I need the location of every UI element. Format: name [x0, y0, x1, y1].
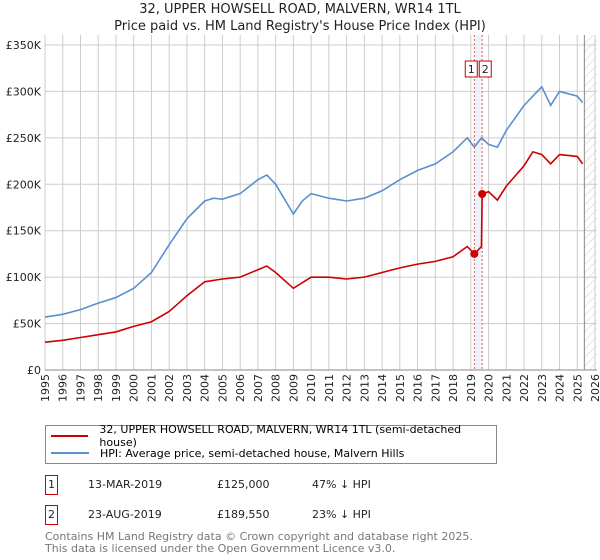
sale-hpi: 23% ↓ HPI: [312, 508, 371, 521]
footer-licence: This data is licensed under the Open Gov…: [45, 542, 396, 555]
y-tick-label: £0: [27, 364, 41, 377]
annotation-label: 1: [468, 63, 475, 76]
series-line: [44, 150, 584, 343]
y-tick-label: £50K: [13, 318, 42, 331]
sale-date: 23-AUG-2019: [88, 508, 162, 521]
annotation-box: [464, 60, 478, 78]
x-tick-label: 2007: [252, 374, 265, 402]
legend-swatch: [51, 452, 89, 454]
y-tick-label: £250K: [6, 132, 42, 145]
x-tick-label: 2012: [341, 374, 354, 402]
sale-badge: 1: [45, 475, 58, 495]
x-tick-label: 2010: [305, 374, 318, 402]
y-tick-label: £150K: [6, 225, 42, 238]
y-tick-label: £300K: [6, 85, 42, 98]
x-tick-label: 2014: [376, 374, 389, 402]
x-tick-label: 2003: [181, 374, 194, 402]
y-tick-label: £200K: [6, 178, 42, 191]
x-tick-label: 2013: [358, 374, 371, 402]
sale-price: £189,550: [217, 508, 270, 521]
footer: Contains HM Land Registry data © Crown c…: [45, 531, 473, 555]
x-tick-label: 2002: [163, 374, 176, 402]
x-tick-label: 2005: [216, 374, 229, 402]
sale-date: 13-MAR-2019: [88, 478, 163, 491]
x-tick-label: 2022: [518, 374, 531, 402]
sale-period-band: [474, 35, 483, 370]
series-line: [44, 85, 584, 318]
x-tick-label: 2008: [270, 374, 283, 402]
footer-copyright: Contains HM Land Registry data © Crown c…: [45, 530, 473, 543]
x-tick-label: 1999: [110, 374, 123, 402]
chart-subtitle: Price paid vs. HM Land Registry's House …: [114, 19, 486, 34]
x-tick-label: 2000: [128, 374, 141, 402]
x-tick-label: 2006: [234, 374, 247, 402]
y-tick-label: £350K: [6, 39, 42, 52]
legend-label: 32, UPPER HOWSELL ROAD, MALVERN, WR14 1T…: [99, 423, 462, 449]
legend: 32, UPPER HOWSELL ROAD, MALVERN, WR14 1T…: [45, 423, 497, 464]
x-tick-label: 2020: [483, 374, 496, 402]
x-tick-label: 2017: [429, 374, 442, 402]
x-tick-label: 2024: [554, 374, 567, 402]
y-tick-label: £100K: [6, 271, 42, 284]
annotation-box: [478, 60, 492, 78]
sale-point: [478, 189, 487, 198]
x-tick-label: 1997: [74, 374, 87, 402]
x-tick-label: 1996: [57, 374, 70, 402]
x-tick-label: 2026: [589, 374, 600, 402]
x-tick-label: 1998: [92, 374, 105, 402]
forecast-hatch: [584, 35, 597, 370]
x-tick-label: 2009: [287, 374, 300, 402]
x-tick-label: 2016: [412, 374, 425, 402]
x-tick-label: 2015: [394, 374, 407, 402]
annotation-label: 2: [482, 63, 489, 76]
x-tick-label: 1995: [39, 374, 52, 402]
sale-badge: 2: [45, 505, 58, 525]
x-tick-label: 2025: [571, 374, 584, 402]
chart-title: 32, UPPER HOWSELL ROAD, MALVERN, WR14 1T…: [139, 2, 461, 17]
legend-swatch: [51, 435, 89, 437]
x-tick-label: 2023: [536, 374, 549, 402]
legend-item-property: 32, UPPER HOWSELL ROAD, MALVERN, WR14 1T…: [46, 423, 496, 449]
x-tick-label: 2011: [323, 374, 336, 402]
x-tick-label: 2021: [500, 374, 513, 402]
x-tick-label: 2001: [145, 374, 158, 402]
price-chart: £0 £50K £100K £150K £200K £250K £300K £350K 1995…: [6, 35, 600, 402]
legend-item-hpi: HPI: Average price, semi-detached house,…: [46, 445, 404, 461]
sale-point: [470, 249, 479, 258]
legend-label: HPI: Average price, semi-detached house,…: [100, 446, 405, 460]
x-tick-label: 2018: [447, 374, 460, 402]
x-tick-label: 2004: [199, 374, 212, 402]
sale-price: £125,000: [217, 478, 270, 491]
x-tick-label: 2019: [465, 374, 478, 402]
sale-hpi: 47% ↓ HPI: [312, 478, 371, 491]
